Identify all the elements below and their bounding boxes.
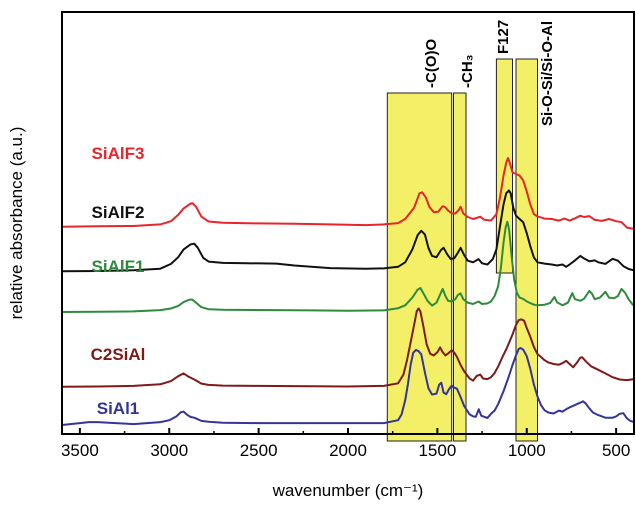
x-axis-title: wavenumber (cm⁻¹) [272,481,424,500]
band-label-c-o-o: -C(O)O [423,39,440,88]
series-line-sialf3 [61,157,635,230]
band-si-o-si-si-o-al [515,58,538,442]
series-label-sialf1: SiAlF1 [92,257,145,276]
series-label-sial1: SiAl1 [97,399,140,418]
x-tick-label-3000: 3000 [150,441,188,460]
band-label-ch: -CH₃ [459,54,476,88]
y-axis-title: relative absorbance (a.u.) [7,127,26,320]
series-line-sialf1 [61,220,635,313]
x-tick-label-3500: 3500 [61,441,99,460]
x-axis-title-text: wavenumber [272,481,371,500]
x-tick-label-1500: 1500 [418,441,456,460]
x-tick-label-500: 500 [602,441,630,460]
x-tick-label-2000: 2000 [329,441,367,460]
series-line-sial1 [61,347,635,426]
series-line-c2sial [61,307,635,388]
series-labels: SiAlF3 SiAlF2 SiAlF1 C2SiAl SiAl1 [91,144,146,418]
series-label-sialf3: SiAlF3 [92,144,145,163]
x-axis-title-unit: (cm⁻¹) [375,481,424,500]
series-label-c2sial: C2SiAl [91,345,146,364]
x-tick-label-2500: 2500 [240,441,278,460]
series-line-sialf2 [61,189,635,273]
series-label-sialf2: SiAlF2 [92,203,145,222]
x-axis-ticks: 3500 3000 2500 2000 1500 1000 500 [61,428,630,460]
x-tick-label-1000: 1000 [508,441,546,460]
band-ch [453,92,467,442]
band-label-si-o-si-si-o-al: Si-O-Si/Si-O-Al [539,21,556,126]
band-label-f127: F127 [495,20,512,54]
spectra-lines [61,157,635,426]
band-labels: -C(O)O -CH₃ F127 Si-O-Si/Si-O-Al [423,20,556,126]
highlight-bands [386,58,538,442]
